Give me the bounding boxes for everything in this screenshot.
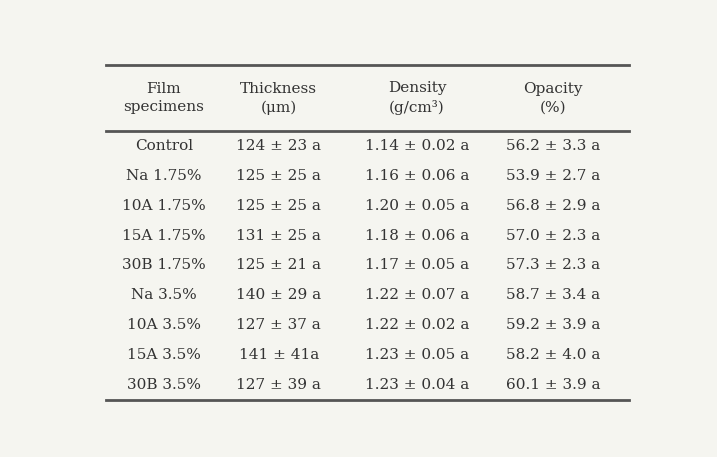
Text: 58.2 ± 4.0 a: 58.2 ± 4.0 a [505,348,600,362]
Text: 1.16 ± 0.06 a: 1.16 ± 0.06 a [365,169,469,183]
Text: 57.3 ± 2.3 a: 57.3 ± 2.3 a [505,258,600,272]
Text: 15A 1.75%: 15A 1.75% [122,228,206,243]
Text: 124 ± 23 a: 124 ± 23 a [236,139,321,153]
Text: 10A 3.5%: 10A 3.5% [127,318,201,332]
Text: 56.8 ± 2.9 a: 56.8 ± 2.9 a [505,199,600,213]
Text: 1.14 ± 0.02 a: 1.14 ± 0.02 a [365,139,469,153]
Text: 59.2 ± 3.9 a: 59.2 ± 3.9 a [505,318,600,332]
Text: Film
specimens: Film specimens [123,82,204,114]
Text: 125 ± 25 a: 125 ± 25 a [236,199,321,213]
Text: 1.23 ± 0.05 a: 1.23 ± 0.05 a [365,348,469,362]
Text: 10A 1.75%: 10A 1.75% [122,199,206,213]
Text: 140 ± 29 a: 140 ± 29 a [236,288,321,302]
Text: Na 1.75%: Na 1.75% [126,169,201,183]
Text: Na 3.5%: Na 3.5% [131,288,196,302]
Text: 141 ± 41a: 141 ± 41a [239,348,319,362]
Text: 1.23 ± 0.04 a: 1.23 ± 0.04 a [365,378,469,392]
Text: 127 ± 37 a: 127 ± 37 a [237,318,321,332]
Text: 57.0 ± 2.3 a: 57.0 ± 2.3 a [505,228,600,243]
Text: 15A 3.5%: 15A 3.5% [127,348,201,362]
Text: 1.17 ± 0.05 a: 1.17 ± 0.05 a [365,258,469,272]
Text: Control: Control [135,139,193,153]
Text: 127 ± 39 a: 127 ± 39 a [236,378,321,392]
Text: 30B 1.75%: 30B 1.75% [122,258,206,272]
Text: 1.22 ± 0.02 a: 1.22 ± 0.02 a [365,318,469,332]
Text: 30B 3.5%: 30B 3.5% [127,378,201,392]
Text: 1.22 ± 0.07 a: 1.22 ± 0.07 a [365,288,469,302]
Text: 1.18 ± 0.06 a: 1.18 ± 0.06 a [365,228,469,243]
Text: 60.1 ± 3.9 a: 60.1 ± 3.9 a [505,378,600,392]
Text: 125 ± 25 a: 125 ± 25 a [236,169,321,183]
Text: 125 ± 21 a: 125 ± 21 a [236,258,321,272]
Text: 53.9 ± 2.7 a: 53.9 ± 2.7 a [505,169,600,183]
Text: 58.7 ± 3.4 a: 58.7 ± 3.4 a [505,288,600,302]
Text: Density
(g/cm³): Density (g/cm³) [388,81,447,115]
Text: Thickness
(μm): Thickness (μm) [240,82,317,115]
Text: 56.2 ± 3.3 a: 56.2 ± 3.3 a [505,139,600,153]
Text: 131 ± 25 a: 131 ± 25 a [236,228,321,243]
Text: 1.20 ± 0.05 a: 1.20 ± 0.05 a [365,199,469,213]
Text: Opacity
(%): Opacity (%) [523,82,583,114]
